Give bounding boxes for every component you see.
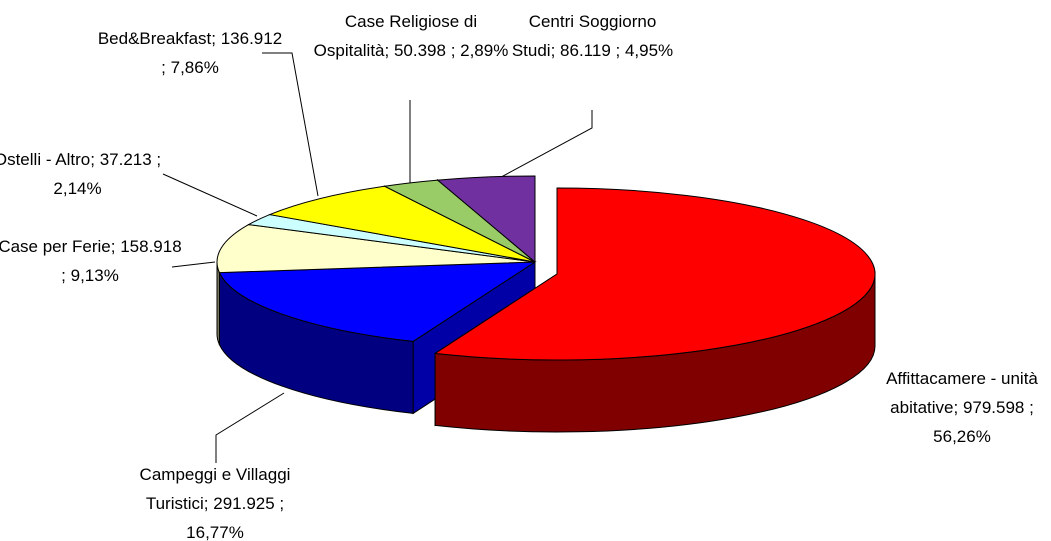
slice-side (216, 261, 220, 345)
leader-lines (162, 52, 593, 463)
leader-line (162, 173, 258, 217)
slice-label: Case per Ferie; 158.918 ; 9,13% (0, 232, 185, 290)
category-name: Affittacamere - unità abitative; (886, 369, 1038, 417)
category-name: Case Religiose di Ospitalità; (313, 12, 478, 60)
slice (216, 224, 536, 274)
slice (433, 187, 876, 361)
category-name: Bed&Breakfast; (97, 29, 216, 48)
value-label: 86.119 ; 4,95% (560, 41, 674, 60)
category-name: Centri Soggiorno Studi; (511, 12, 657, 60)
slice-label: Campeggi e Villaggi Turistici; 291.925 ;… (125, 460, 305, 541)
slice (218, 261, 537, 342)
leader-line (215, 392, 285, 463)
value-label: 50.398 ; 2,89% (393, 41, 509, 60)
leader-line (262, 52, 319, 197)
slice-label: Centri Soggiorno Studi; 86.119 ; 4,95% (505, 7, 680, 65)
category-name: Case per Ferie; (0, 237, 116, 256)
value-label: 136.912 ; 7,86% (161, 29, 283, 77)
slice (267, 185, 536, 263)
slice (436, 175, 536, 264)
leader-line (491, 110, 593, 183)
leader-line (171, 261, 216, 268)
value-label: 158.918 ; 9,13% (61, 237, 182, 285)
slice-label: Ostelli - Altro; 37.213 ; 2,14% (0, 145, 175, 203)
value-label: 37.213 ; 2,14% (53, 150, 162, 198)
category-name: Campeggi e Villaggi Turistici; (139, 465, 291, 513)
category-name: Ostelli - Altro; (0, 150, 95, 169)
slice-label: Bed&Breakfast; 136.912 ; 7,86% (95, 24, 285, 82)
slice-label: Case Religiose di Ospitalità; 50.398 ; 2… (312, 7, 510, 65)
value-label: 979.598 ; 56,26% (933, 398, 1034, 446)
value-label: 291.925 ; 16,77% (186, 494, 285, 541)
slice-label: Affittacamere - unità abitative; 979.598… (862, 364, 1051, 451)
